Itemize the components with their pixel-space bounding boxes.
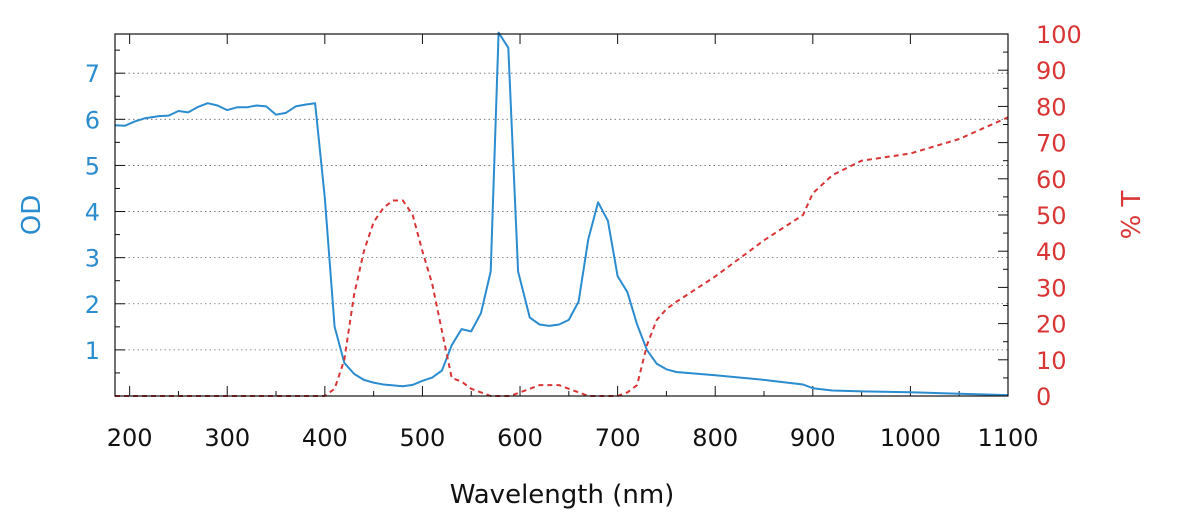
od-tick-label: 6 bbox=[85, 106, 100, 134]
x-tick-label: 800 bbox=[692, 424, 738, 452]
t-tick-label: 20 bbox=[1036, 311, 1067, 339]
t-tick-label: 10 bbox=[1036, 347, 1067, 375]
x-axis-title: Wavelength (nm) bbox=[450, 480, 675, 510]
transmission-series-line bbox=[115, 116, 1009, 397]
grid-lines bbox=[115, 72, 1008, 351]
x-tick-label: 400 bbox=[302, 424, 348, 452]
od-tick-label: 3 bbox=[85, 245, 100, 273]
t-tick-label: 60 bbox=[1036, 166, 1067, 194]
x-tick-label: 1000 bbox=[880, 424, 941, 452]
x-tick-label: 600 bbox=[497, 424, 543, 452]
t-tick-label: 30 bbox=[1036, 274, 1067, 302]
od-tick-label: 2 bbox=[85, 291, 100, 319]
x-tick-label: 900 bbox=[790, 424, 836, 452]
t-tick-label: 0 bbox=[1036, 383, 1051, 411]
transmission-axis-title: % T bbox=[1117, 190, 1147, 239]
od-series-line bbox=[114, 31, 1009, 397]
t-tick-label: 80 bbox=[1036, 93, 1067, 121]
t-tick-label: 90 bbox=[1036, 57, 1067, 85]
x-tick-labels: 200 300 400 500 600 700 800 900 1000 1100 bbox=[107, 424, 1039, 452]
od-tick-label: 1 bbox=[85, 337, 100, 365]
plot-frame bbox=[114, 33, 1009, 397]
od-tick-label: 5 bbox=[85, 152, 100, 180]
x-tick-label: 700 bbox=[595, 424, 641, 452]
transmission-tick-labels: 0 10 20 30 40 50 60 70 80 90 100 bbox=[1036, 21, 1082, 411]
t-tick-label: 70 bbox=[1036, 130, 1067, 158]
t-tick-label: 100 bbox=[1036, 21, 1082, 49]
od-tick-label: 7 bbox=[85, 60, 100, 88]
series-layer bbox=[114, 31, 1009, 397]
od-tick-labels: 1 2 3 4 5 6 7 bbox=[85, 60, 100, 365]
od-axis-title: OD bbox=[17, 195, 47, 236]
od-tick-label: 4 bbox=[85, 199, 100, 227]
x-tick-label: 200 bbox=[107, 424, 153, 452]
t-tick-label: 50 bbox=[1036, 202, 1067, 230]
t-tick-label: 40 bbox=[1036, 238, 1067, 266]
x-tick-label: 1100 bbox=[977, 424, 1038, 452]
x-tick-label: 500 bbox=[400, 424, 446, 452]
x-tick-label: 300 bbox=[204, 424, 250, 452]
plot-area bbox=[115, 34, 1008, 396]
